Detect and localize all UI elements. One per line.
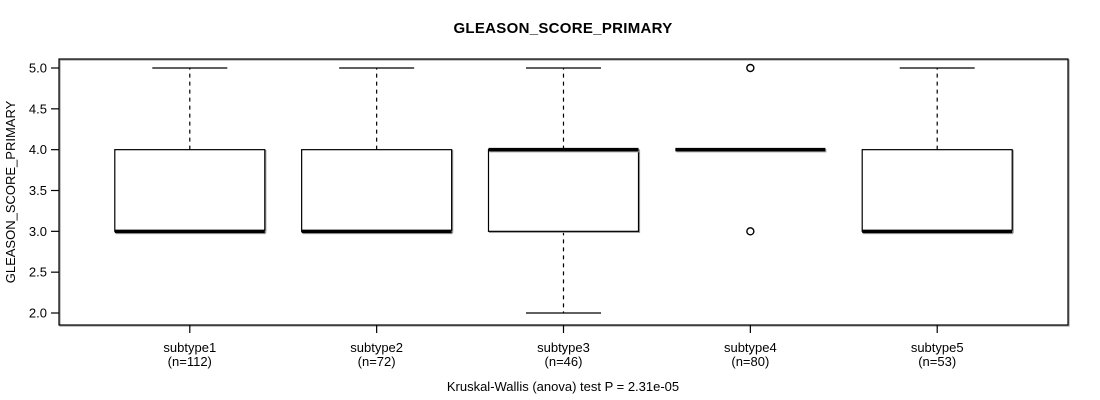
chart-title: GLEASON_SCORE_PRIMARY: [453, 20, 672, 37]
group-label: subtype5: [911, 340, 964, 355]
group-n-label: (n=112): [168, 354, 212, 369]
group-n-label: (n=72): [358, 354, 396, 369]
y-tick-label: 3.0: [29, 224, 47, 239]
y-axis-title: GLEASON_SCORE_PRIMARY: [3, 100, 18, 283]
outlier-point: [746, 227, 755, 236]
box-group: subtype2(n=72): [301, 67, 453, 369]
y-tick-label: 5.0: [29, 61, 47, 76]
box-groups: subtype1(n=112)subtype2(n=72)subtype3(n=…: [114, 63, 1013, 369]
outlier-point: [746, 63, 755, 73]
group-n-label: (n=80): [731, 354, 769, 369]
y-tick-label: 2.0: [29, 306, 47, 321]
y-tick-label: 2.5: [29, 265, 47, 280]
y-axis: 5.0 4.5 4.0 3.5 3.0 2.5 2.0: [29, 61, 59, 321]
group-n-label: (n=46): [545, 354, 583, 369]
group-label: subtype2: [350, 340, 403, 355]
box: [487, 149, 640, 232]
box: [301, 149, 453, 232]
box-group: subtype5(n=53): [861, 67, 1013, 369]
y-tick-label: 3.5: [29, 183, 47, 198]
group-n-label: (n=53): [918, 354, 956, 369]
group-label: subtype4: [724, 340, 777, 355]
group-label: subtype1: [163, 340, 216, 355]
box: [861, 149, 1013, 232]
stats-caption: Kruskal-Wallis (anova) test P = 2.31e-05: [447, 379, 679, 394]
box-group: subtype1(n=112): [114, 67, 266, 369]
y-tick-label: 4.5: [29, 101, 47, 116]
y-tick-label: 4.0: [29, 142, 47, 157]
box-group: subtype4(n=80): [675, 63, 826, 369]
box: [114, 149, 266, 232]
box-group: subtype3(n=46): [487, 67, 640, 369]
group-label: subtype3: [537, 340, 590, 355]
